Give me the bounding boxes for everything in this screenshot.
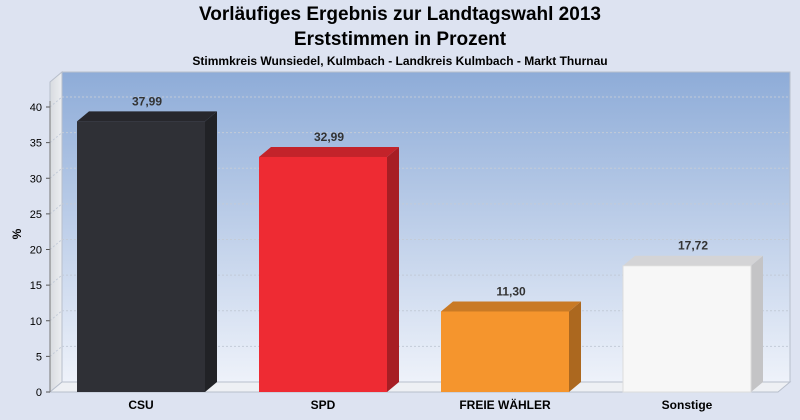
y-tick-label: 10 — [30, 316, 42, 328]
chart-title-line2: Erststimmen in Prozent — [293, 29, 507, 50]
bar-value-label: 32,99 — [314, 130, 344, 144]
x-tick-label: Sonstige — [662, 398, 713, 412]
bar — [441, 301, 581, 392]
y-tick-label: 25 — [30, 209, 42, 221]
bar-value-label: 37,99 — [132, 94, 162, 108]
bar-front — [259, 156, 387, 392]
y-tick-label: 35 — [30, 138, 42, 150]
y-axis-label: % — [10, 228, 24, 239]
x-tick-label: SPD — [311, 398, 336, 412]
bar-side — [387, 146, 399, 392]
chart-subtitle: Stimmkreis Wunsiedel, Kulmbach - Landkre… — [192, 54, 608, 68]
x-tick-label: CSU — [128, 398, 153, 412]
bar-value-label: 17,72 — [678, 239, 708, 253]
bar-top — [623, 255, 763, 266]
chart-title: Vorläufiges Ergebnis zur Landtagswahl 20… — [199, 4, 601, 25]
bar-top — [259, 146, 399, 157]
gridline-side — [49, 132, 63, 144]
x-tick-label: FREIE WÄHLER — [459, 397, 551, 412]
bar-front — [77, 121, 205, 392]
bar-top — [441, 301, 581, 312]
bar-value-label: 11,30 — [496, 284, 526, 298]
y-tick-label: 40 — [30, 102, 42, 114]
gridline-side — [49, 274, 63, 286]
bar-side — [751, 255, 763, 392]
y-tick-label: 0 — [36, 387, 42, 399]
gridline-side — [49, 203, 63, 215]
gridline-side — [49, 239, 63, 250]
gridline-side — [49, 310, 63, 322]
gridline-side — [49, 345, 63, 357]
bar-side — [205, 111, 217, 392]
y-tick-label: 15 — [30, 280, 42, 292]
gridline-side — [49, 167, 63, 179]
y-tick-label: 5 — [36, 351, 42, 363]
y-tick-label: 20 — [30, 245, 42, 257]
bar-front — [622, 265, 752, 393]
gridline-side — [49, 96, 63, 108]
plot-side-wall — [49, 70, 63, 394]
y-tick-label: 30 — [30, 173, 42, 185]
bar-top — [77, 111, 217, 122]
bar — [622, 255, 763, 393]
bar — [77, 111, 217, 392]
bar-front — [441, 311, 569, 392]
bar-side — [569, 301, 581, 392]
bar — [259, 146, 399, 392]
